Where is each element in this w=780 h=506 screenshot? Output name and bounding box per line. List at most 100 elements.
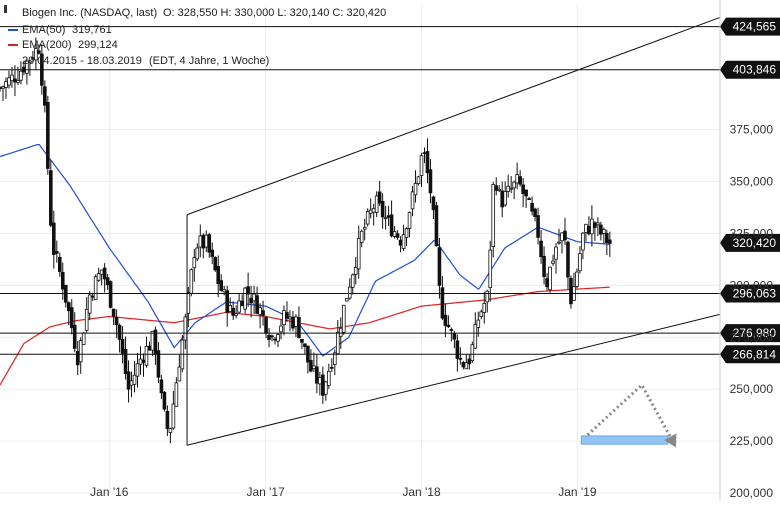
candle-body xyxy=(539,240,543,258)
candle-body xyxy=(240,300,244,307)
candle xyxy=(315,353,319,394)
candle xyxy=(551,254,555,266)
candle xyxy=(54,240,59,263)
candle xyxy=(602,227,606,245)
candle xyxy=(117,323,122,353)
candle-body xyxy=(174,382,179,407)
candle-body xyxy=(228,305,232,312)
candlestick-series xyxy=(0,37,612,444)
candle xyxy=(34,37,38,70)
candle xyxy=(533,207,537,222)
candle xyxy=(87,290,92,321)
candle-body xyxy=(84,309,89,331)
candle-body xyxy=(270,335,274,338)
candle xyxy=(518,170,522,187)
candle-body xyxy=(392,231,397,237)
candle-body xyxy=(548,266,552,291)
candle xyxy=(377,180,382,207)
candle-body xyxy=(273,338,277,341)
candle xyxy=(333,349,337,376)
candle-body xyxy=(434,205,439,247)
candle xyxy=(120,326,125,364)
candle xyxy=(437,237,442,299)
candle-body xyxy=(231,307,235,316)
candle-body xyxy=(4,81,8,88)
candle-body xyxy=(315,366,319,384)
y-tick-label: 275,000 xyxy=(730,330,774,344)
candle-body xyxy=(584,223,588,233)
candle-body xyxy=(353,266,358,275)
candle-body xyxy=(105,277,110,286)
candle xyxy=(168,427,173,444)
candle-body xyxy=(506,185,510,192)
candle-body xyxy=(416,176,421,185)
level-label-box xyxy=(720,324,780,343)
ohlc-values: O: 328,550 H: 330,000 L: 320,140 C: 320,… xyxy=(163,7,386,19)
y-tick-label: 325,000 xyxy=(730,226,774,240)
candle-body xyxy=(419,155,424,176)
candle xyxy=(455,334,460,372)
y-tick-label: 375,000 xyxy=(730,123,774,137)
candle xyxy=(102,263,107,293)
candle xyxy=(28,59,32,76)
candle xyxy=(548,266,552,293)
candle xyxy=(108,280,113,309)
candle-body xyxy=(593,222,597,228)
candle-body xyxy=(195,247,200,260)
candle-body xyxy=(25,60,29,74)
ema50-legend-value: 319,761 xyxy=(72,24,112,36)
level-label-text: 266,814 xyxy=(733,347,777,361)
candle xyxy=(46,95,50,175)
candle-body xyxy=(338,327,343,337)
candle xyxy=(72,312,77,353)
level-label: 296,063 xyxy=(720,284,780,303)
candle xyxy=(404,227,409,247)
candle-body xyxy=(144,345,149,366)
candle-body xyxy=(407,212,412,229)
candle xyxy=(347,278,352,300)
candle-body xyxy=(533,208,537,218)
candle-body xyxy=(413,183,418,196)
candle-body xyxy=(52,222,56,255)
candle xyxy=(19,61,23,85)
candle xyxy=(195,243,200,262)
candle-body xyxy=(13,78,17,83)
candle-body xyxy=(129,380,134,386)
y-tick-label: 200,000 xyxy=(730,486,774,500)
candle xyxy=(243,286,247,314)
candle xyxy=(159,374,164,399)
candle-body xyxy=(335,331,340,355)
candle xyxy=(581,231,585,260)
candle xyxy=(213,256,218,272)
candle xyxy=(569,275,573,309)
candle xyxy=(407,211,412,238)
candle-body xyxy=(288,316,292,320)
candle xyxy=(52,210,56,269)
candle-body xyxy=(395,233,400,238)
y-tick-label: 300,000 xyxy=(730,278,774,292)
candle-body xyxy=(324,381,328,395)
candle xyxy=(488,240,493,302)
candle-body xyxy=(93,276,98,301)
candle xyxy=(171,390,176,430)
candle xyxy=(401,224,406,252)
candle-body xyxy=(237,300,241,313)
candle-body xyxy=(503,191,507,206)
candle-body xyxy=(171,403,176,429)
candle-body xyxy=(371,207,376,213)
candle xyxy=(452,330,457,349)
level-label: 424,565 xyxy=(720,17,780,36)
candle xyxy=(49,159,53,228)
candle-body xyxy=(599,224,603,235)
candle-body xyxy=(291,316,295,329)
candle-body xyxy=(446,324,451,328)
candle-body xyxy=(485,290,490,303)
candle-body xyxy=(578,253,582,272)
y-tick-label: 350,000 xyxy=(730,175,774,189)
candle-body xyxy=(276,334,280,342)
candle-body xyxy=(386,215,391,218)
candle-body xyxy=(204,234,209,248)
candle-body xyxy=(557,241,561,244)
candle xyxy=(231,301,235,320)
candle xyxy=(383,205,388,230)
